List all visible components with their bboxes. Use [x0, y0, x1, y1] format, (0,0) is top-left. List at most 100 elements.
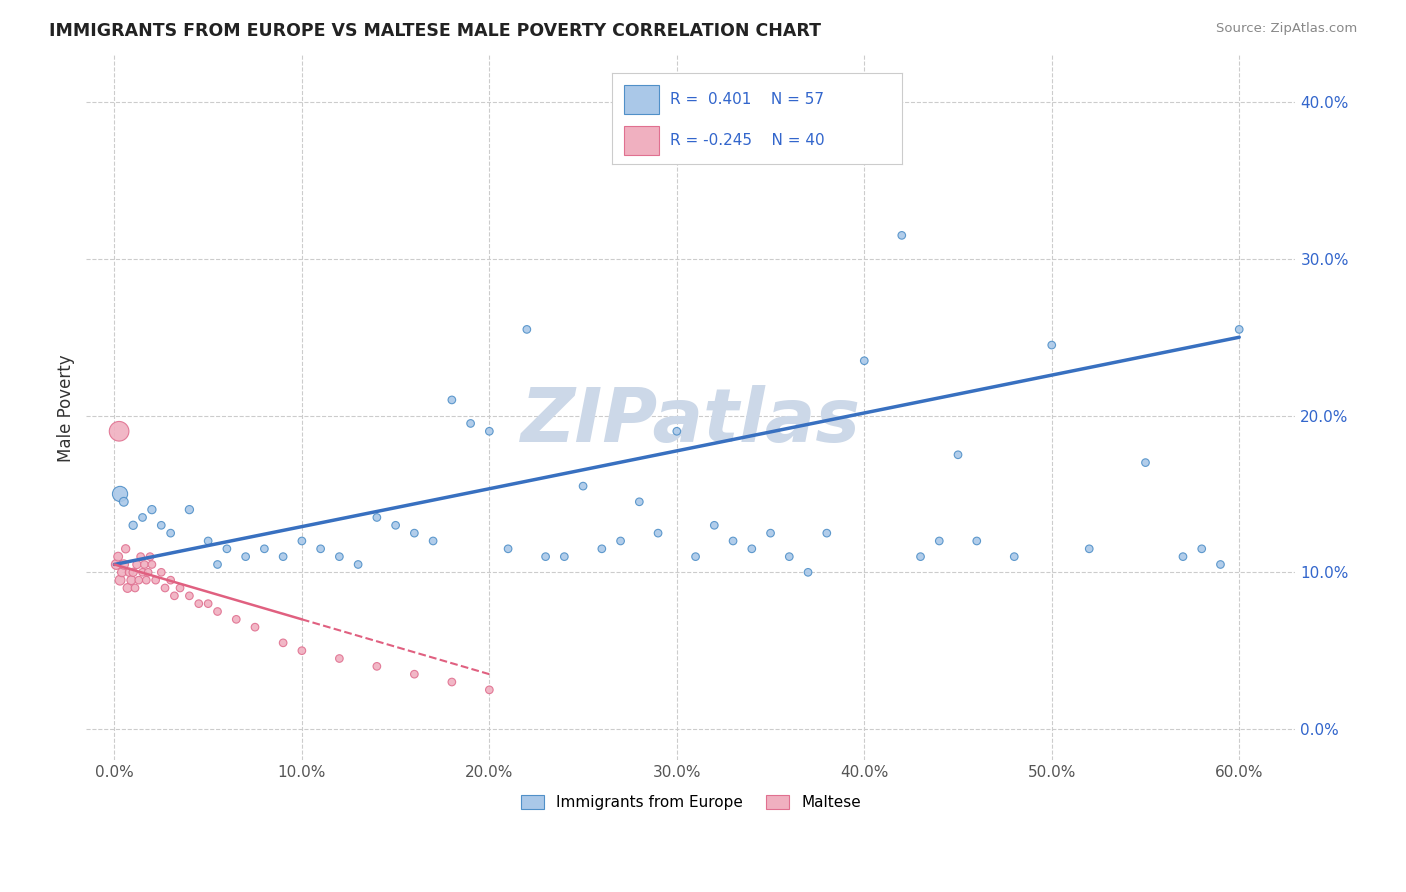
Point: [128, 573, 150, 587]
Point: [159, 573, 181, 587]
Point: [179, 589, 201, 603]
Point: [1040, 338, 1063, 352]
Point: [107, 549, 129, 564]
Point: [1227, 322, 1250, 336]
Point: [440, 675, 463, 690]
Point: [496, 541, 519, 556]
Point: [134, 558, 156, 572]
Point: [145, 573, 167, 587]
Point: [225, 612, 247, 626]
Point: [187, 597, 209, 611]
Text: Source: ZipAtlas.com: Source: ZipAtlas.com: [1216, 22, 1357, 36]
Point: [271, 549, 294, 564]
Y-axis label: Male Poverty: Male Poverty: [58, 354, 75, 461]
Point: [591, 541, 613, 556]
Point: [197, 533, 219, 548]
Point: [253, 541, 276, 556]
Point: [366, 510, 388, 524]
Point: [122, 566, 145, 580]
Point: [105, 558, 128, 572]
Point: [797, 566, 820, 580]
Point: [271, 636, 294, 650]
Point: [665, 424, 688, 438]
Point: [741, 541, 763, 556]
Legend: Immigrants from Europe, Maltese: Immigrants from Europe, Maltese: [515, 789, 868, 816]
Point: [114, 541, 136, 556]
Point: [108, 573, 131, 587]
Point: [478, 424, 501, 438]
Point: [135, 573, 157, 587]
Point: [197, 597, 219, 611]
Point: [440, 392, 463, 407]
Point: [111, 566, 134, 580]
Point: [159, 526, 181, 541]
Point: [815, 526, 838, 541]
Point: [150, 566, 173, 580]
Point: [141, 558, 163, 572]
Point: [141, 502, 163, 516]
Point: [366, 659, 388, 673]
Point: [120, 573, 142, 587]
Point: [721, 533, 744, 548]
Point: [422, 533, 444, 548]
Text: IMMIGRANTS FROM EUROPE VS MALTESE MALE POVERTY CORRELATION CHART: IMMIGRANTS FROM EUROPE VS MALTESE MALE P…: [49, 22, 821, 40]
Point: [966, 533, 988, 548]
Point: [890, 228, 912, 243]
Point: [108, 487, 131, 501]
Point: [163, 589, 186, 603]
Point: [1135, 456, 1157, 470]
Point: [853, 353, 876, 368]
Point: [647, 526, 669, 541]
Point: [124, 581, 146, 595]
Text: ZIPatlas: ZIPatlas: [520, 385, 860, 458]
Point: [703, 518, 725, 533]
Point: [328, 651, 350, 665]
Point: [112, 558, 135, 572]
Point: [207, 605, 229, 619]
Point: [516, 322, 538, 336]
Point: [169, 581, 191, 595]
Point: [139, 549, 162, 564]
Point: [291, 533, 314, 548]
Point: [129, 549, 152, 564]
Point: [125, 558, 148, 572]
Point: [291, 643, 314, 657]
Point: [1209, 558, 1232, 572]
Point: [153, 581, 176, 595]
Point: [685, 549, 707, 564]
Point: [778, 549, 800, 564]
Point: [122, 518, 145, 533]
Point: [384, 518, 406, 533]
Point: [910, 549, 932, 564]
Point: [628, 495, 651, 509]
Point: [179, 502, 201, 516]
Point: [404, 526, 426, 541]
Point: [235, 549, 257, 564]
Point: [309, 541, 332, 556]
Point: [118, 566, 141, 580]
Point: [131, 510, 153, 524]
Point: [609, 533, 631, 548]
Point: [478, 682, 501, 697]
Point: [460, 417, 482, 431]
Point: [1002, 549, 1025, 564]
Point: [347, 558, 370, 572]
Point: [207, 558, 229, 572]
Point: [1191, 541, 1213, 556]
Point: [117, 581, 139, 595]
Point: [328, 549, 350, 564]
Point: [150, 518, 173, 533]
Point: [108, 424, 131, 438]
Point: [759, 526, 782, 541]
Point: [572, 479, 595, 493]
Point: [534, 549, 557, 564]
Point: [946, 448, 969, 462]
Point: [928, 533, 950, 548]
Point: [136, 566, 159, 580]
Point: [112, 495, 135, 509]
Point: [1171, 549, 1194, 564]
Point: [131, 566, 153, 580]
Point: [243, 620, 266, 634]
Point: [404, 667, 426, 681]
Point: [553, 549, 575, 564]
